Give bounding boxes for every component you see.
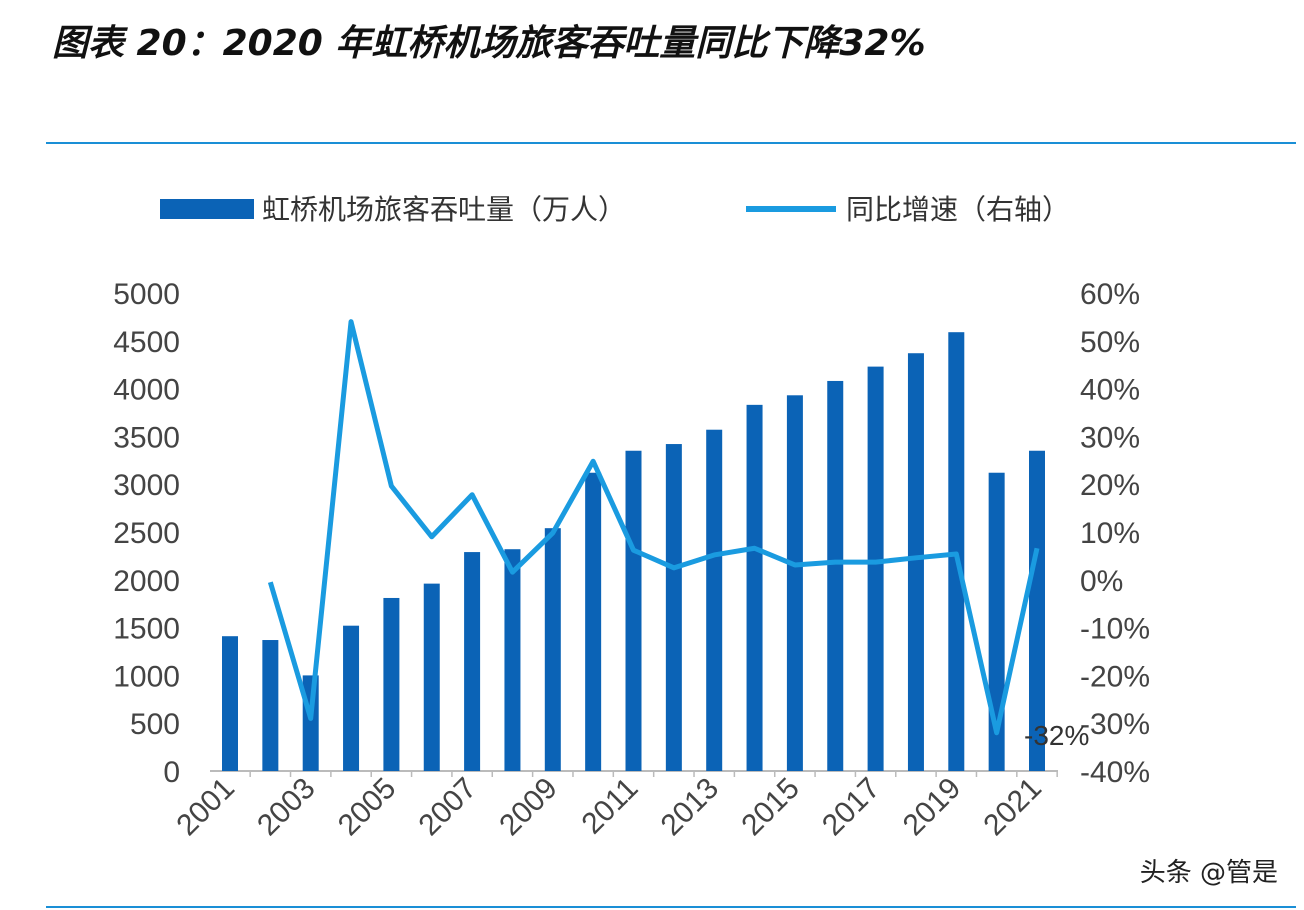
right-axis-tick: -10% bbox=[1080, 613, 1150, 646]
right-axis-tick: 40% bbox=[1080, 374, 1140, 407]
bar-2021 bbox=[1029, 450, 1045, 771]
bar-2016 bbox=[827, 380, 844, 771]
right-axis-tick: 50% bbox=[1080, 326, 1140, 359]
bar-2004 bbox=[343, 625, 360, 771]
bar-2001 bbox=[222, 636, 238, 771]
left-axis-tick: 1000 bbox=[113, 660, 180, 693]
right-axis-tick: 30% bbox=[1080, 421, 1140, 454]
left-axis-tick: 3000 bbox=[113, 469, 180, 502]
annotation-label: -32% bbox=[1024, 720, 1089, 751]
left-axis-tick: 1500 bbox=[113, 613, 180, 646]
x-axis-tick: 2001 bbox=[170, 772, 241, 843]
bar-2008 bbox=[504, 549, 521, 771]
bar-2015 bbox=[786, 395, 803, 771]
left-axis-tick: 5000 bbox=[113, 278, 180, 311]
top-divider bbox=[46, 142, 1296, 144]
left-axis-tick: 4000 bbox=[113, 374, 180, 407]
x-axis-tick: 2011 bbox=[575, 772, 644, 841]
right-axis-tick: 10% bbox=[1080, 517, 1140, 550]
x-axis-tick: 2017 bbox=[816, 772, 887, 843]
bar-2013 bbox=[706, 429, 723, 771]
x-axis-tick: 2009 bbox=[493, 772, 564, 843]
right-axis-tick: 0% bbox=[1080, 565, 1123, 598]
left-axis-tick: 4500 bbox=[113, 326, 180, 359]
x-axis-tick: 2005 bbox=[332, 772, 403, 843]
bar-2009 bbox=[544, 528, 561, 771]
right-axis-tick: -30% bbox=[1080, 708, 1150, 741]
page-title: 图表 20：2020 年虹桥机场旅客吞吐量同比下降32% bbox=[52, 23, 926, 64]
x-axis-tick: 2003 bbox=[251, 772, 322, 843]
legend-line-label: 同比增速（右轴） bbox=[846, 193, 1070, 226]
bar-2012 bbox=[665, 444, 682, 771]
bar-2011 bbox=[625, 450, 642, 771]
left-axis-tick: 2000 bbox=[113, 565, 180, 598]
growth-line bbox=[267, 319, 1040, 736]
legend-bar-label: 虹桥机场旅客吞吐量（万人） bbox=[262, 193, 626, 226]
x-axis-tick: 2019 bbox=[897, 772, 968, 843]
x-axis-tick: 2007 bbox=[413, 772, 484, 843]
left-axis-tick: 500 bbox=[130, 708, 180, 741]
bar-2010 bbox=[585, 472, 602, 771]
left-axis-tick: 0 bbox=[163, 756, 180, 789]
watermark: 头条 @管是 bbox=[1139, 858, 1278, 888]
bar-2007 bbox=[464, 552, 481, 771]
bar-2005 bbox=[383, 597, 400, 771]
left-axis-tick: 2500 bbox=[113, 517, 180, 550]
bar-2006 bbox=[423, 583, 440, 771]
bar-2003 bbox=[302, 675, 319, 771]
right-axis-tick: 60% bbox=[1080, 278, 1140, 311]
x-axis-tick: 2015 bbox=[735, 772, 806, 843]
legend-bar-swatch bbox=[160, 199, 254, 219]
right-axis-tick: -20% bbox=[1080, 660, 1150, 693]
x-axis-tick: 2021 bbox=[977, 772, 1048, 843]
left-axis-tick: 3500 bbox=[113, 421, 180, 454]
x-axis-tick: 2013 bbox=[655, 772, 726, 843]
right-axis-tick: 20% bbox=[1080, 469, 1140, 502]
bar-2014 bbox=[746, 404, 763, 771]
bottom-divider bbox=[46, 906, 1296, 908]
right-axis-tick: -40% bbox=[1080, 756, 1150, 789]
bar-2002 bbox=[262, 640, 279, 771]
bar-2018 bbox=[907, 353, 924, 771]
bar-2017 bbox=[867, 366, 884, 771]
bar-2020 bbox=[988, 472, 1005, 771]
